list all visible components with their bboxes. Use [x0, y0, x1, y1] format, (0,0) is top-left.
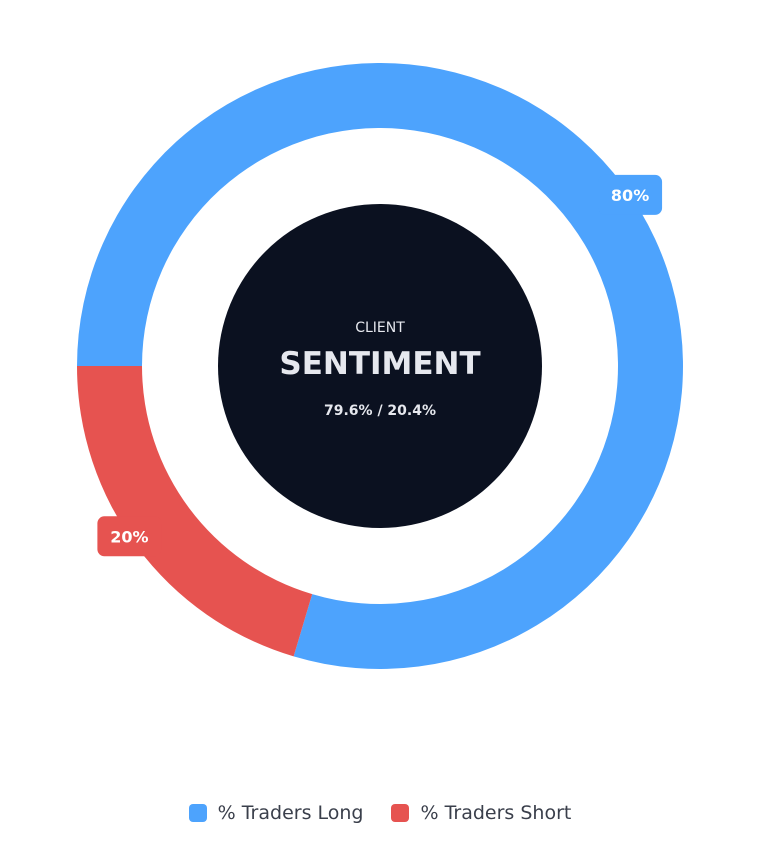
legend-swatch-long: [188, 804, 207, 822]
center-disc: [218, 204, 542, 528]
slice-labels: 80% 20%: [97, 174, 663, 557]
chart-slices: [77, 63, 683, 670]
slice-short[interactable]: [77, 366, 313, 657]
center-title: SENTIMENT: [279, 346, 480, 382]
legend-item-short[interactable]: % Traders Short: [391, 802, 571, 824]
center-kicker: CLIENT: [355, 320, 405, 336]
doughnut-chart: CLIENT SENTIMENT 79.6% / 20.4% 80% 20%: [77, 63, 683, 670]
center-ratio: 79.6% / 20.4%: [324, 403, 436, 419]
legend-label-short: % Traders Short: [420, 802, 572, 824]
chart-legend: % Traders Long % Traders Short: [0, 802, 760, 824]
slice-label-text: 80%: [611, 186, 649, 205]
slice-label-badge: [97, 516, 162, 557]
slice-label-long: 80%: [598, 174, 663, 215]
legend-swatch-short: [391, 804, 410, 822]
slice-label-badge: [598, 174, 663, 215]
slice-label-text: 20%: [110, 527, 148, 546]
slice-label-short: 20%: [97, 516, 162, 557]
legend-item-long[interactable]: % Traders Long: [188, 802, 364, 824]
legend-label-long: % Traders Long: [217, 802, 364, 824]
